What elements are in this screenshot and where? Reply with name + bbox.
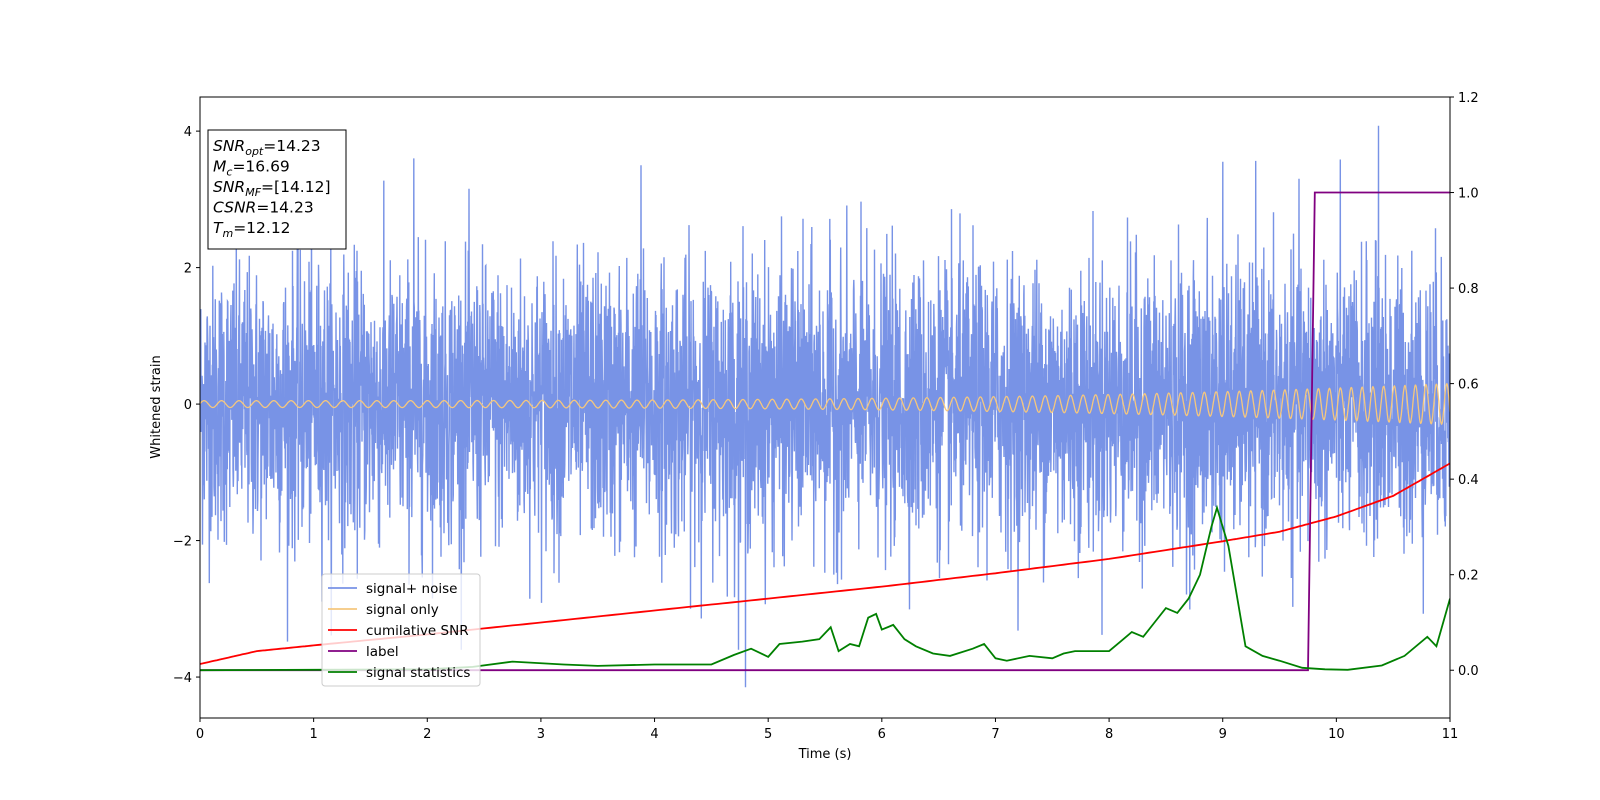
plot-frame [199,96,1451,719]
x-tick-label: 5 [764,727,772,742]
y2-tick-label: 0.4 [1458,473,1479,488]
x-tick-label: 1 [309,727,317,742]
x-tick-label: 4 [650,727,658,742]
series-signal-only [200,382,1450,426]
annotation-line: SNRopt=14.23 [213,137,321,158]
x-tick-label: 11 [1442,727,1459,742]
x-tick-label: 7 [991,727,999,742]
annotation-line: SNRMF=[14.12] [213,178,331,199]
legend-frame [321,573,481,687]
x-axis-label: Time (s) [798,747,852,762]
series-signal-statistics [200,504,1450,672]
x-tick-label: 8 [1105,727,1113,742]
legend: signal+ noise signal only cumilative SNR la… [321,573,481,687]
series-label [200,191,1450,672]
y-tick-label: 2 [184,262,192,277]
legend-label: signal only [366,602,439,618]
y-tick-label: −2 [173,535,192,550]
y2-tick-label: 0.8 [1458,282,1479,297]
y2-tick-label: 1.2 [1458,91,1479,106]
y-tick-label: 4 [184,125,192,140]
series-signal-noise [200,125,1450,688]
y2-tick-label: 1.0 [1458,187,1479,202]
y-tick-label: 0 [184,398,192,413]
legend-label: signal+ noise [366,581,457,597]
legend-label: signal statistics [366,665,470,681]
x-tick-label: 2 [423,727,431,742]
axes: 0 1 2 3 4 5 6 7 8 9 10 11 −4 −2 0 2 4 0.0 0.2 0.4 0.6 0.8 1.0 1… [173,91,1479,742]
y-axis-label: Whitened strain [149,355,164,458]
x-tick-label: 0 [196,727,204,742]
legend-label: cumilative SNR [366,623,469,639]
y2-tick-label: 0.0 [1458,664,1479,679]
x-tick-label: 6 [878,727,886,742]
y-tick-label: −4 [173,671,192,686]
y2-tick-label: 0.2 [1458,569,1479,584]
x-tick-label: 10 [1328,727,1345,742]
y2-tick-label: 0.6 [1458,378,1479,393]
annotation-line: Mc=16.69 [213,158,290,179]
annotation-line: CSNR=14.23 [213,199,314,217]
legend-label: label [366,644,399,660]
annotation-line: Tm=12.12 [213,219,291,240]
annotation-frame [207,129,347,250]
x-tick-label: 9 [1219,727,1227,742]
annotation-box: SNRopt=14.23Mc=16.69SNRMF=[14.12]CSNR=14… [207,129,347,250]
x-tick-label: 3 [537,727,545,742]
